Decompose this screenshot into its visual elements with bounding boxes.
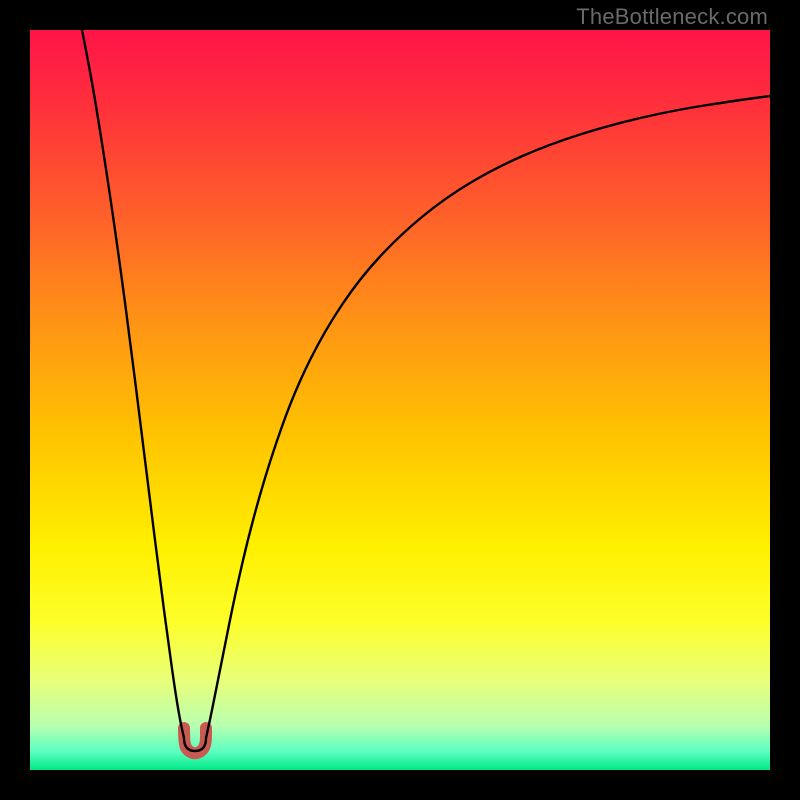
bottleneck-curve <box>30 30 770 770</box>
plot-area <box>30 30 770 770</box>
curve-line <box>82 30 770 751</box>
watermark-text: TheBottleneck.com <box>576 4 768 30</box>
chart-frame: TheBottleneck.com <box>0 0 800 800</box>
